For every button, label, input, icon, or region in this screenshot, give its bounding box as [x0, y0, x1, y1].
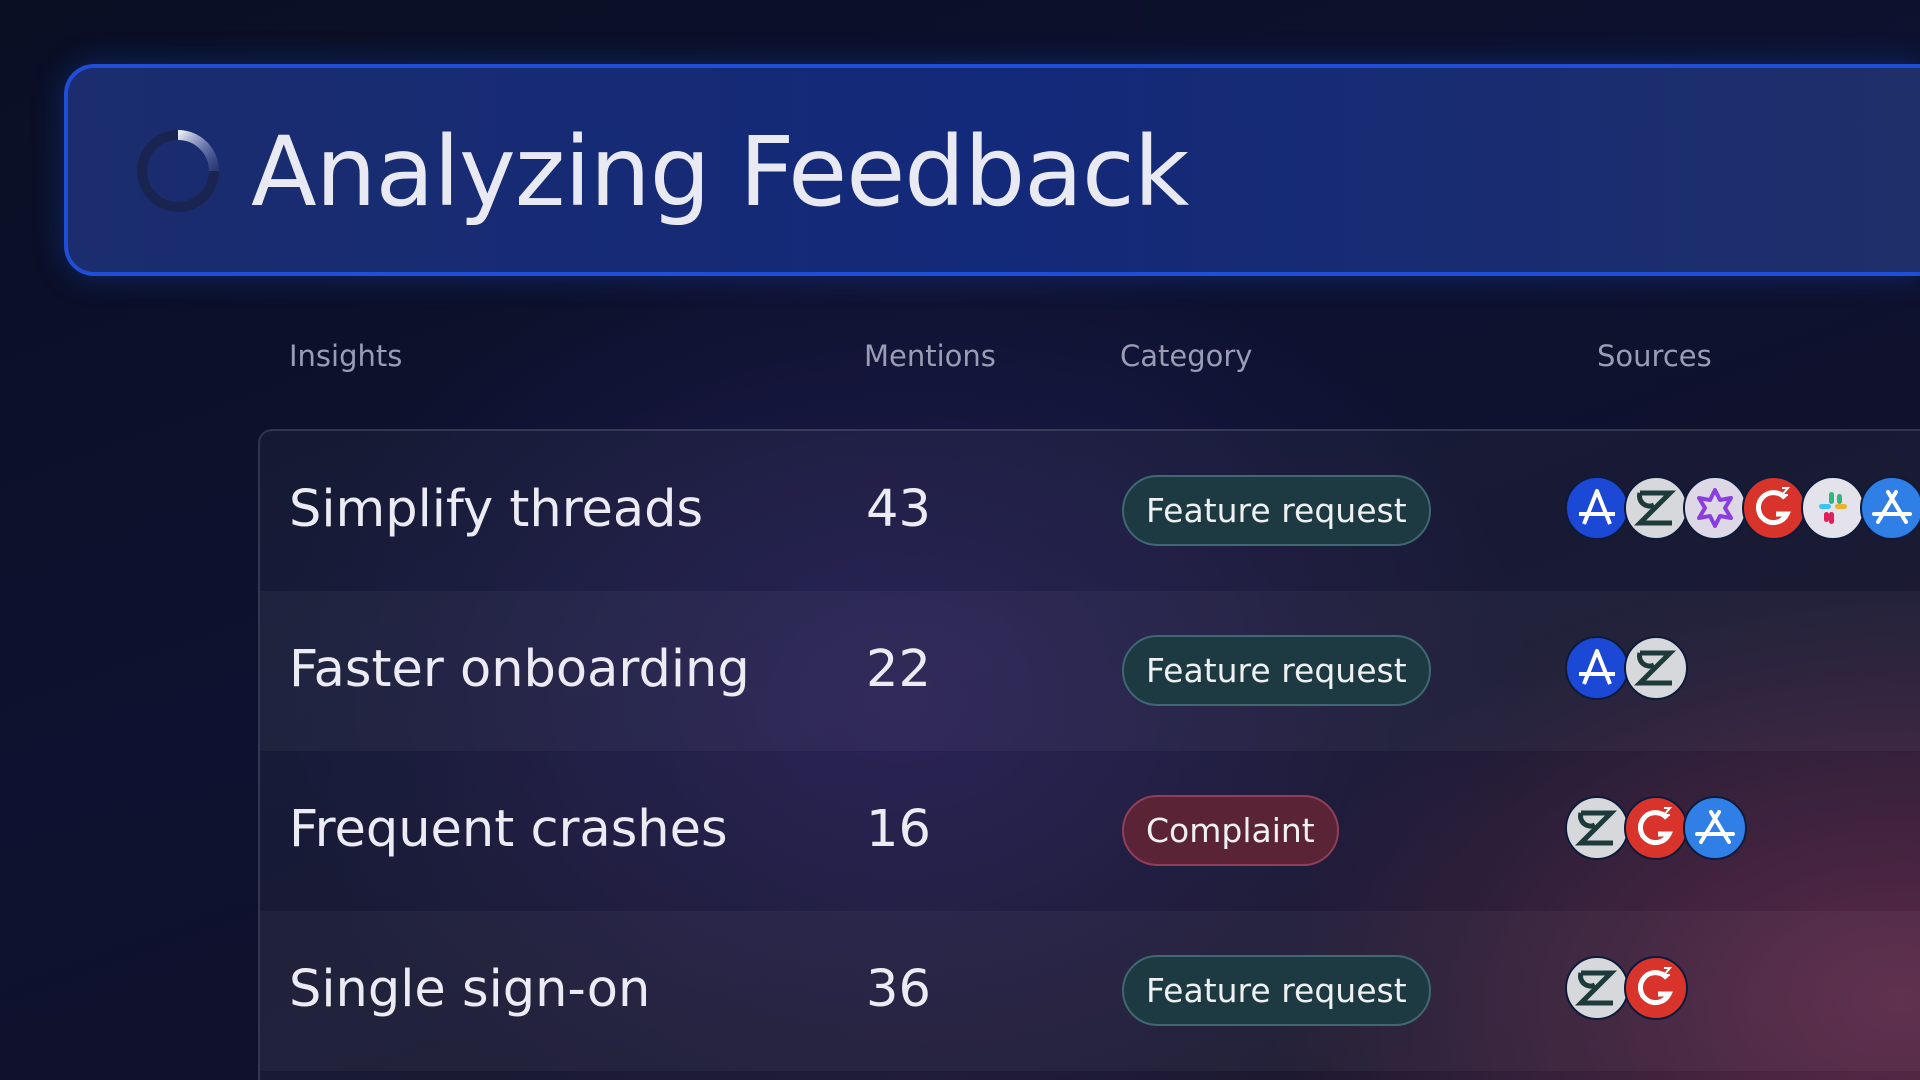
- column-header: Sources: [1597, 339, 1712, 373]
- table-row[interactable]: Faster onboarding 22 Feature request: [260, 591, 1920, 751]
- source-icon: [1801, 476, 1865, 540]
- source-icon: [1682, 795, 1748, 861]
- mentions: 16: [866, 800, 931, 859]
- page-title: Analyzing Feedback: [251, 116, 1189, 228]
- source-icon: [1859, 475, 1920, 541]
- category-pill: Feature request: [1122, 635, 1431, 706]
- table-row[interactable]: Simplify threads 43 Feature request: [260, 431, 1920, 591]
- table-row[interactable]: Single sign-on 36 Feature request: [260, 911, 1920, 1071]
- column-header: Mentions: [864, 339, 996, 373]
- source-icon: [1743, 477, 1805, 539]
- source-icon: [1625, 957, 1687, 1019]
- category-pill: Feature request: [1122, 475, 1431, 546]
- source-icon: [1566, 797, 1628, 859]
- insight: Single sign-on: [289, 960, 651, 1019]
- source-icon: [1625, 637, 1687, 699]
- column-header: Insights: [289, 339, 403, 373]
- category-pill: Complaint: [1122, 795, 1339, 866]
- column-header: Category: [1120, 339, 1253, 373]
- insight: Frequent crashes: [289, 800, 728, 859]
- table-row[interactable]: Frequent crashes 16 Complaint: [260, 751, 1920, 911]
- source-icon: [1564, 635, 1630, 701]
- mentions: 36: [866, 960, 931, 1019]
- insight: Simplify threads: [289, 480, 704, 539]
- spinner: [177, 130, 219, 172]
- header-bar: [64, 64, 1920, 276]
- source-icon: [1625, 477, 1687, 539]
- mentions: 43: [866, 480, 931, 539]
- mentions: 22: [866, 640, 931, 699]
- insight: Faster onboarding: [289, 640, 750, 699]
- category-pill: Feature request: [1122, 955, 1431, 1026]
- source-icon: [1566, 957, 1628, 1019]
- source-icon: [1682, 475, 1748, 541]
- source-icon: [1564, 475, 1630, 541]
- source-icon: [1625, 797, 1687, 859]
